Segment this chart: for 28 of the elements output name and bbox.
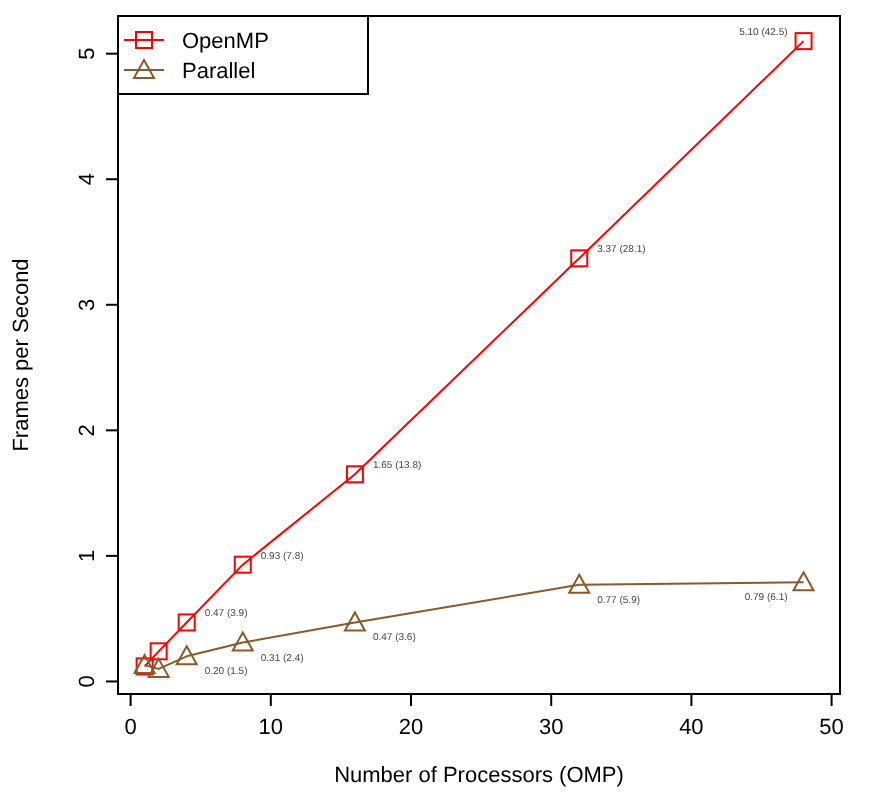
x-tick-label: 40 <box>679 716 704 740</box>
y-tick-label: 0 <box>76 675 100 688</box>
point <box>233 555 252 574</box>
point <box>149 642 168 661</box>
y-tick-label: 3 <box>76 298 100 311</box>
point <box>175 645 198 666</box>
point <box>177 613 196 632</box>
y-axis-title: Frames per Second <box>10 258 34 452</box>
point <box>147 657 170 678</box>
x-axis-title: Number of Processors (OMP) <box>334 764 624 788</box>
x-tick-label: 30 <box>538 716 564 740</box>
point <box>794 32 813 51</box>
x-tick-label: 50 <box>819 716 844 740</box>
point <box>345 465 364 484</box>
point <box>570 249 589 268</box>
legend-label: Parallel <box>182 60 256 84</box>
y-tick-label: 5 <box>76 47 100 60</box>
y-tick-label: 4 <box>76 173 100 186</box>
legend-label: OpenMP <box>182 30 269 54</box>
point <box>343 611 366 632</box>
x-tick-label: 0 <box>124 716 137 740</box>
point <box>568 573 591 594</box>
x-tick-label: 10 <box>258 716 284 740</box>
x-tick-label: 20 <box>398 716 424 740</box>
y-tick-label: 2 <box>76 424 100 437</box>
point <box>231 631 254 652</box>
y-tick-label: 1 <box>76 549 100 563</box>
point <box>792 571 815 592</box>
